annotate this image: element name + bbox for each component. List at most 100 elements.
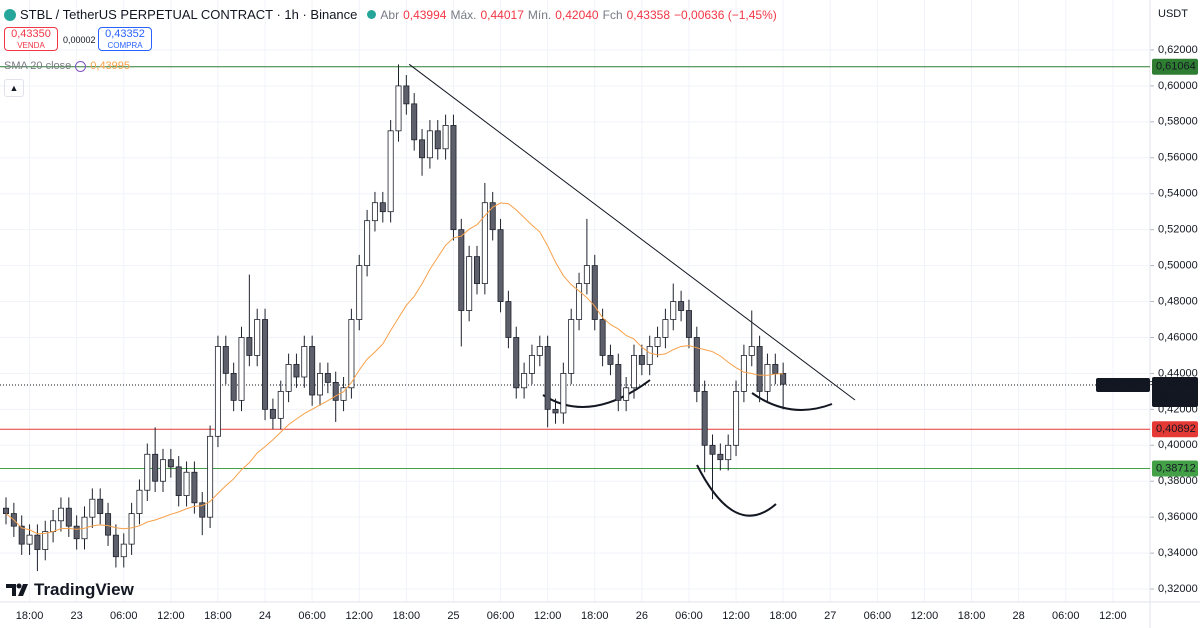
- x-tick-label: 06:00: [1052, 610, 1080, 622]
- status-dot: [367, 10, 377, 19]
- candle-body: [214, 346, 221, 437]
- indicator-legend: SMA 20 close 0,43995: [4, 60, 130, 72]
- y-tick-label: 0,58000: [1158, 116, 1198, 128]
- candle-body: [120, 543, 127, 558]
- candle-body: [112, 534, 119, 558]
- candle-body: [442, 125, 449, 150]
- candle-body: [481, 202, 488, 284]
- sell-label: VENDA: [17, 41, 45, 50]
- x-tick-label: 18:00: [393, 610, 421, 622]
- candle-body: [152, 453, 159, 482]
- candle-body: [159, 459, 166, 482]
- candle-body: [489, 202, 496, 231]
- candle-body: [175, 466, 182, 497]
- candle-body: [395, 85, 402, 132]
- collapse-button[interactable]: ▲: [4, 79, 24, 97]
- candle-body: [73, 525, 80, 540]
- candle-body: [42, 531, 49, 550]
- x-tick-label: 12:00: [534, 610, 562, 622]
- candle-body: [3, 507, 9, 514]
- candle-body: [709, 444, 716, 455]
- candle-body: [332, 382, 339, 401]
- buy-label: COMPRA: [107, 41, 143, 50]
- candle-body: [262, 319, 269, 410]
- x-tick-label: 28: [1013, 610, 1025, 622]
- y-tick-label: 0,46000: [1158, 331, 1198, 343]
- candle-body: [764, 364, 771, 392]
- countdown: 30:12: [1156, 392, 1184, 404]
- sma-line: [5, 202, 784, 535]
- drawn-arc: [751, 392, 833, 411]
- candle-body: [18, 525, 25, 545]
- level-label: 0,38712: [1156, 462, 1196, 474]
- candle-body: [426, 130, 433, 159]
- ohlc-value: 0,43358: [626, 7, 671, 22]
- candle-body: [411, 103, 418, 141]
- level-label: 0,40892: [1156, 423, 1196, 435]
- change: −0,00636 (−1,45%): [674, 7, 777, 22]
- candle-body: [466, 256, 473, 311]
- candle-body: [725, 444, 732, 461]
- candle-body: [183, 471, 190, 497]
- candle-body: [780, 373, 787, 385]
- candle-body: [748, 346, 755, 356]
- buy-button[interactable]: 0,43352 COMPRA: [98, 27, 152, 51]
- spread: 0,00002: [63, 35, 96, 45]
- candle-body: [560, 373, 567, 414]
- candle-body: [191, 471, 198, 504]
- candle-body: [356, 265, 363, 320]
- candle-body: [623, 387, 630, 401]
- buy-price: 0,43352: [105, 28, 145, 40]
- candle-body: [50, 520, 57, 532]
- x-tick-label: 25: [447, 610, 459, 622]
- ohlc-value: 0,44017: [480, 7, 524, 22]
- candle-body: [685, 310, 692, 338]
- candle-body: [57, 507, 64, 522]
- candle-body: [348, 319, 355, 389]
- x-tick-label: 12:00: [1099, 610, 1127, 622]
- candle-body: [552, 408, 559, 414]
- y-tick-label: 0,32000: [1158, 583, 1198, 595]
- indicator-name: SMA 20 close: [4, 60, 72, 72]
- candle-body: [387, 130, 394, 213]
- symbol-tag: [1096, 377, 1150, 392]
- candle-body: [419, 139, 426, 159]
- x-tick-label: 26: [636, 610, 648, 622]
- x-tick-label: 24: [259, 610, 271, 622]
- sell-button[interactable]: 0,43350 VENDA: [4, 27, 58, 51]
- ohlc-label: Abr: [380, 7, 400, 22]
- indicator-value: 0,43995: [90, 60, 131, 72]
- candle-body: [403, 85, 410, 105]
- candle-body: [599, 319, 606, 356]
- last-price-label: 0,43358: [1156, 379, 1196, 391]
- candle-body: [269, 408, 276, 419]
- logo-dot: [16, 583, 22, 589]
- x-tick-label: 23: [71, 610, 83, 622]
- x-tick-label: 06:00: [487, 610, 515, 622]
- ohlc-label: Mín.: [527, 7, 552, 22]
- brand-logo: [6, 583, 28, 596]
- candle-body: [638, 355, 645, 365]
- x-tick-label: 06:00: [298, 610, 326, 622]
- candle-body: [136, 489, 143, 514]
- candle-body: [717, 453, 724, 461]
- candle-body: [199, 502, 206, 518]
- candle-body: [568, 319, 575, 374]
- candle-body: [364, 220, 371, 266]
- y-tick-label: 0,48000: [1158, 295, 1198, 307]
- candle-body: [631, 355, 638, 389]
- y-tick-label: 0,54000: [1158, 188, 1198, 200]
- x-tick-label: 18:00: [16, 610, 44, 622]
- candle-body: [756, 346, 763, 392]
- candle-body: [473, 256, 480, 284]
- level-tag: [1152, 421, 1198, 438]
- candle-body: [65, 507, 72, 527]
- candle-body: [607, 355, 614, 365]
- candle-body: [528, 355, 535, 374]
- candle-body: [371, 202, 378, 222]
- candle-body: [646, 346, 653, 365]
- indicator-icon[interactable]: [75, 60, 87, 72]
- candle-body: [285, 364, 292, 392]
- brand-name: TradingView: [34, 580, 134, 599]
